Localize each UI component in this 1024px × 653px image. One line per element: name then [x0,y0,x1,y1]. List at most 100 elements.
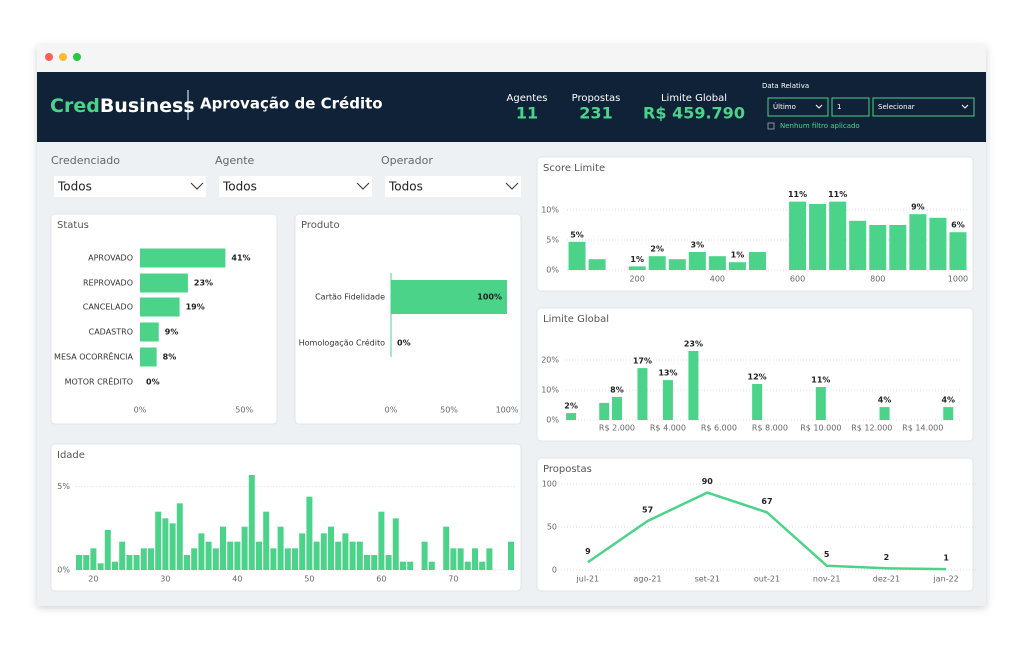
x-tick-label: R$ 4.000 [650,424,686,433]
x-tick-label: 50 [304,575,314,584]
filter-status: Nenhum filtro aplicado [780,122,860,130]
filter-select[interactable] [385,176,521,197]
x-tick-label: 100% [496,406,519,415]
panel [536,457,974,592]
bar [949,232,967,270]
maximize-dot[interactable] [73,53,81,61]
bar [637,368,648,420]
y-tick-label: 0% [57,566,70,575]
bar [220,526,226,570]
bar [212,548,219,570]
value-label: 57 [642,505,653,514]
bar [849,220,867,270]
bar [140,548,147,570]
y-tick-label: 5% [546,236,559,245]
filter-label: Agente [215,154,255,167]
bar [356,541,363,570]
x-tick-label: 0% [385,406,398,415]
chevron [505,182,519,190]
value-label: 17% [633,357,652,366]
bar [829,201,847,270]
x-tick-label: R$ 6.000 [701,424,737,433]
value-label: 5 [824,550,830,559]
bar [313,541,320,570]
chevron [815,104,823,109]
bar [752,384,763,420]
bar [277,526,284,570]
kpi-label: Limite Global [661,93,727,104]
bar [428,561,435,570]
value-label: 4% [878,396,892,405]
bar [566,413,577,420]
value-label: 1% [630,255,644,264]
close-dot[interactable] [45,53,53,61]
category-label: Homologação Crédito [299,338,385,348]
bar [486,548,493,570]
y-tick-label: 100 [542,480,557,489]
bar [464,561,471,570]
value-label: 2% [650,245,664,254]
kpi-label: Agentes [507,93,548,104]
panel-title: Propostas [543,464,592,475]
count-input[interactable] [831,97,870,117]
bar [688,351,699,420]
filter-select[interactable] [54,176,206,197]
bar [929,217,947,270]
filter-select[interactable] [219,176,372,197]
bar [789,201,807,270]
bar [407,561,414,570]
panel-title: Status [57,220,89,231]
value-label: 2 [884,553,890,562]
bar [126,555,133,570]
bar [748,252,766,270]
bar [328,526,334,570]
x-tick-label: 60 [376,575,386,584]
kpi-value: 11 [516,104,538,123]
unit-select[interactable] [872,97,975,117]
chevron [190,182,204,190]
bar [889,225,907,270]
logo: CredBusiness [50,95,195,117]
value-label: 8% [610,385,624,394]
bar [508,541,514,570]
panel-title: Idade [57,450,85,461]
value-label: 6% [951,221,965,230]
value-label: 12% [748,373,767,382]
bar [599,402,610,420]
x-tick-label: nov-21 [813,575,841,584]
minimize-dot[interactable] [59,53,67,61]
x-tick-label: 40 [232,575,242,584]
filter-label: Operador [381,154,433,167]
y-tick-label: 50 [547,523,557,532]
value-label: 9% [911,203,925,212]
x-tick-label: 800 [870,275,885,284]
bar [162,518,169,570]
bar [104,530,111,570]
bar [140,273,188,293]
panel [50,213,278,425]
x-tick-label: R$ 10.000 [800,424,841,433]
filter-value: Todos [388,180,423,194]
bar [205,541,212,570]
category-label: CADASTRO [89,328,133,337]
bar [349,541,356,570]
bar [364,555,370,570]
panel [50,443,522,592]
filter-label: Credenciado [51,154,120,167]
count-text: 1 [837,103,841,111]
value-label: 9 [585,547,591,556]
mode-select[interactable] [767,97,829,117]
x-tick-label: 50% [235,406,253,415]
value-label: 41% [231,254,250,263]
bar [869,225,887,270]
y-tick-label: 0% [546,416,559,425]
x-tick-label: set-21 [695,575,720,584]
bar [809,204,827,270]
bar [335,541,342,570]
value-label: 8% [163,353,177,362]
bar [119,541,126,570]
bar [728,262,746,270]
bar [133,555,140,570]
bar [648,256,666,270]
